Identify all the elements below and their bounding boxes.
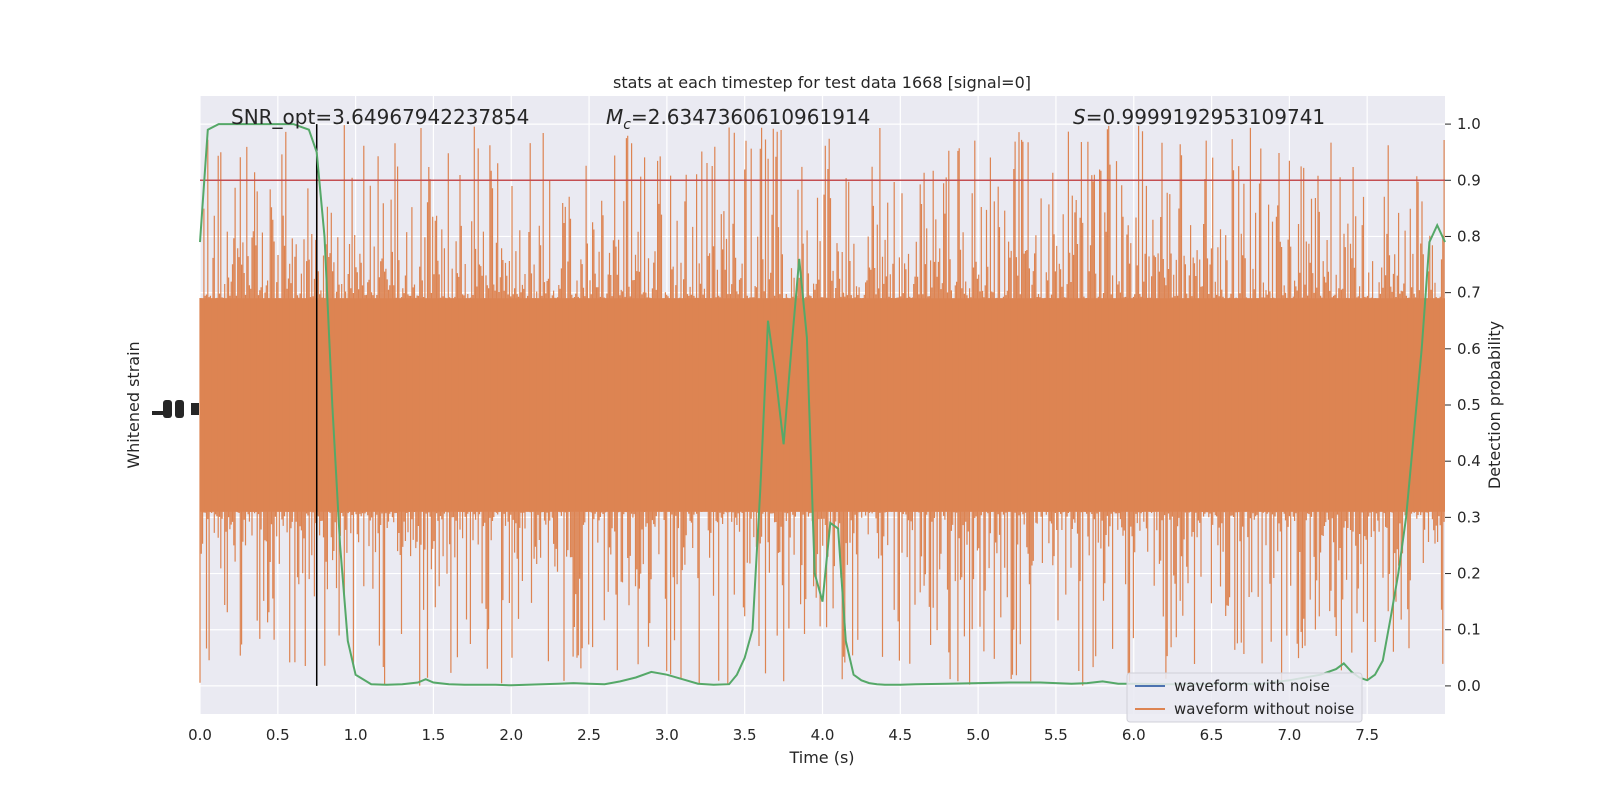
left-axis-tick-cluster (152, 400, 199, 418)
waveform-spikes-upper (199, 125, 1445, 405)
x-tick-label: 0.0 (188, 726, 212, 744)
x-tick-label: 7.0 (1277, 726, 1301, 744)
y-tick-label: 0.5 (1457, 396, 1481, 414)
s-annotation: S=0.9999192953109741 (1073, 105, 1325, 129)
y-tick-label: 0.9 (1457, 171, 1481, 189)
y-axis-right-ticks: 0.0 0.1 0.2 0.3 0.4 0.5 0.6 0.7 0.8 0.9 1.0 (1445, 115, 1481, 695)
legend-label-with-noise: waveform with noise (1174, 677, 1330, 695)
y-tick-label: 0.1 (1457, 621, 1481, 639)
chirp-mass-annotation: Mc=2.6347360610961914 (606, 105, 870, 133)
x-axis-ticks: 0.0 0.5 1.0 1.5 2.0 2.5 3.0 3.5 4.0 4.5 5.0 5.5 6.0 6… (188, 726, 1379, 744)
y-tick-label: 0.2 (1457, 565, 1481, 583)
x-axis-label: Time (s) (788, 748, 854, 767)
y-axis-right-label: Detection probability (1485, 321, 1504, 489)
legend-box (1126, 672, 1363, 723)
x-tick-label: 3.0 (655, 726, 679, 744)
legend: waveform with noise waveform without noi… (1126, 672, 1363, 723)
waveform-spikes-lower (199, 405, 1445, 686)
y-tick-label: 0.3 (1457, 508, 1481, 526)
waveform-without-noise-series (199, 125, 1445, 686)
y-tick-label: 0.0 (1457, 677, 1481, 695)
x-tick-label: 1.0 (344, 726, 368, 744)
x-tick-label: 1.5 (422, 726, 446, 744)
x-tick-label: 4.5 (888, 726, 912, 744)
x-tick-label: 6.5 (1200, 726, 1224, 744)
x-tick-label: 2.5 (577, 726, 601, 744)
y-tick-label: 0.8 (1457, 227, 1481, 245)
x-tick-label: 3.5 (733, 726, 757, 744)
chart-title: stats at each timestep for test data 166… (613, 73, 1031, 92)
y-axis-left-label: Whitened strain (124, 341, 143, 468)
x-tick-label: 0.5 (266, 726, 290, 744)
x-tick-label: 4.0 (811, 726, 835, 744)
y-tick-label: 0.7 (1457, 284, 1481, 302)
y-tick-label: 0.6 (1457, 340, 1481, 358)
x-tick-label: 2.0 (499, 726, 523, 744)
y-tick-label: 1.0 (1457, 115, 1481, 133)
legend-label-without-noise: waveform without noise (1174, 700, 1354, 718)
x-tick-label: 6.0 (1122, 726, 1146, 744)
x-tick-label: 5.5 (1044, 726, 1068, 744)
x-tick-label: 7.5 (1355, 726, 1379, 744)
snr-annotation: SNR_opt=3.64967942237854 (231, 105, 529, 129)
y-tick-label: 0.4 (1457, 452, 1481, 470)
x-tick-label: 5.0 (966, 726, 990, 744)
